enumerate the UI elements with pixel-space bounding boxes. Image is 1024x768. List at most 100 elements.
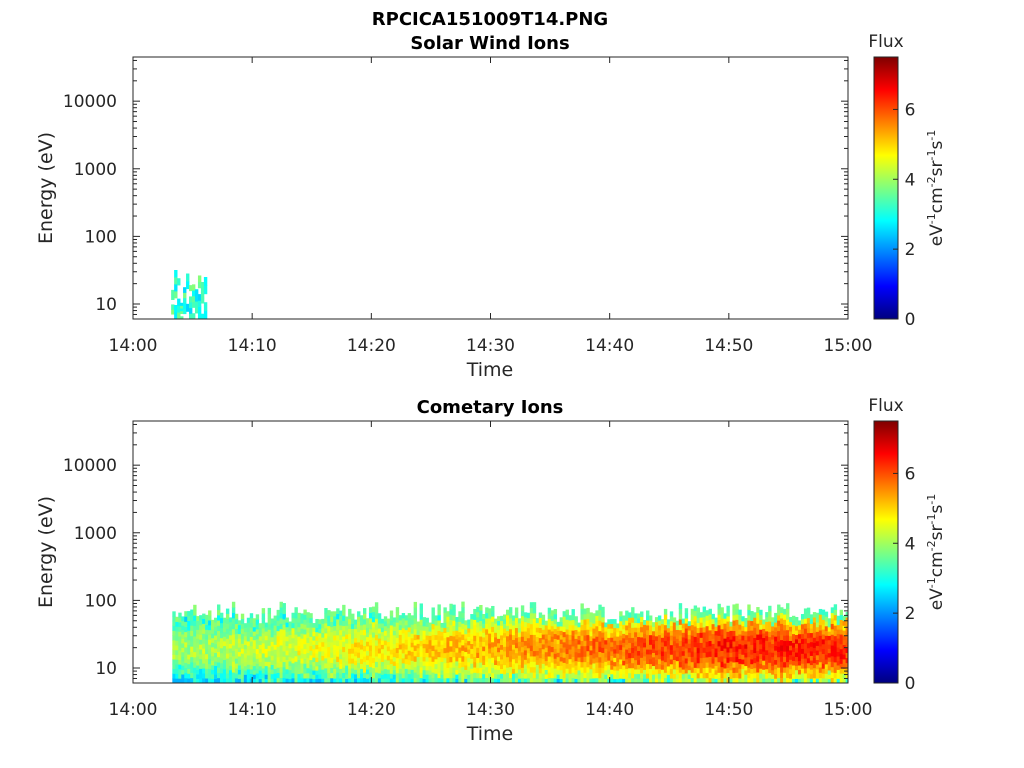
- spectrogram-cell: [756, 612, 760, 619]
- spectrogram-cell: [544, 634, 549, 639]
- spectrogram-cell: [467, 640, 471, 646]
- spectrogram-cell: [535, 627, 540, 633]
- spectrogram-cell: [550, 646, 555, 653]
- spectrogram-cell: [586, 650, 590, 657]
- spectrogram-cell: [717, 661, 721, 668]
- spectrogram-cell: [214, 652, 218, 658]
- spectrogram-cell: [616, 653, 620, 658]
- spectrogram-cell: [202, 648, 206, 654]
- spectrogram-cell: [240, 633, 245, 639]
- spectrogram-cell: [747, 672, 751, 679]
- spectrogram-cell: [646, 639, 650, 645]
- spectrogram-cell: [565, 668, 569, 674]
- spectrogram-cell: [777, 615, 781, 621]
- spectrogram-cell: [616, 640, 620, 646]
- spectrogram-cell: [681, 637, 686, 643]
- spectrogram-cell: [214, 674, 218, 680]
- spectrogram-cell: [175, 654, 179, 660]
- spectrogram-cell: [830, 607, 835, 614]
- spectrogram-cell: [833, 667, 838, 673]
- spectrogram-cell: [738, 653, 742, 659]
- spectrogram-cell: [768, 631, 772, 638]
- spectrogram-cell: [827, 670, 832, 675]
- spectrogram-cell: [845, 622, 849, 628]
- spectrogram-cell: [586, 672, 590, 679]
- spectrogram-cell: [434, 658, 438, 665]
- spectrogram-cell: [383, 625, 388, 632]
- spectrogram-cell: [488, 648, 492, 654]
- spectrogram-cell: [315, 678, 319, 684]
- spectrogram-cell: [827, 618, 832, 623]
- spectrogram-cell: [404, 653, 409, 660]
- spectrogram-cell: [357, 662, 361, 669]
- spectrogram-cell: [511, 620, 516, 626]
- spectrogram-cell: [809, 669, 814, 675]
- spectrogram-cell: [505, 672, 510, 679]
- spectrogram-cell: [410, 615, 415, 621]
- spectrogram-cell: [580, 635, 584, 641]
- spectrogram-cell: [774, 631, 778, 637]
- spectrogram-cell: [174, 311, 178, 320]
- spectrogram-cell: [425, 669, 429, 675]
- spectrogram-cell: [470, 663, 474, 669]
- spectrogram-cell: [726, 626, 730, 632]
- spectrogram-cell: [791, 665, 796, 670]
- spectrogram-cell: [765, 678, 769, 684]
- spectrogram-cell: [717, 677, 721, 684]
- spectrogram-cell: [425, 630, 429, 636]
- spectrogram-cell: [634, 631, 638, 637]
- spectrogram-cell: [464, 678, 468, 684]
- spectrogram-cell: [601, 632, 605, 638]
- spectrogram-cell: [208, 620, 212, 626]
- spectrogram-cell: [616, 627, 620, 633]
- spectrogram-cell: [455, 665, 459, 671]
- spectrogram-cell: [842, 649, 847, 655]
- spectrogram-cell: [217, 656, 221, 663]
- spectrogram-cell: [500, 663, 504, 670]
- spectrogram-cell: [497, 656, 501, 662]
- spectrogram-cell: [827, 665, 832, 671]
- spectrogram-cell: [791, 642, 796, 648]
- spectrogram-cell: [297, 664, 301, 670]
- spectrogram-cell: [383, 616, 388, 622]
- spectrogram-cell: [303, 624, 307, 630]
- spectrogram-cell: [577, 631, 581, 636]
- spectrogram-cell: [726, 636, 730, 643]
- spectrogram-cell: [535, 622, 540, 628]
- spectrogram-cell: [699, 622, 704, 628]
- spectrogram-cell: [222, 641, 227, 647]
- spectrogram-cell: [693, 636, 698, 643]
- spectrogram-cell: [377, 668, 382, 674]
- spectrogram-cell: [386, 623, 391, 629]
- spectrogram-cell: [234, 663, 239, 669]
- spectrogram-cell: [577, 665, 581, 671]
- spectrogram-cell: [306, 667, 310, 674]
- spectrogram-cell: [646, 663, 650, 669]
- spectrogram-cell: [809, 614, 814, 620]
- spectrogram-cell: [222, 636, 227, 642]
- spectrogram-cell: [225, 613, 230, 619]
- spectrogram-cell: [428, 631, 432, 636]
- spectrogram-cell: [249, 622, 254, 628]
- spectrogram-cell: [193, 677, 197, 684]
- spectrogram-cell: [672, 650, 677, 656]
- spectrogram-cell: [514, 622, 519, 629]
- spectrogram-cell: [273, 649, 277, 655]
- spectrogram-cell: [514, 662, 519, 669]
- spectrogram-cell: [654, 631, 659, 637]
- spectrogram-cell: [800, 618, 805, 625]
- spectrogram-cell: [434, 620, 438, 626]
- spectrogram-cell: [360, 678, 364, 684]
- spectrogram-cell: [407, 669, 412, 675]
- spectrogram-cell: [553, 653, 558, 659]
- spectrogram-cell: [395, 652, 400, 659]
- spectrogram-cell: [720, 618, 724, 624]
- spectrogram-cell: [830, 612, 835, 619]
- spectrogram-cell: [416, 634, 420, 640]
- spectrogram-cell: [547, 656, 552, 662]
- spectrogram-cell: [345, 669, 349, 675]
- spectrogram-cell: [434, 634, 438, 640]
- spectrogram-cell: [544, 651, 549, 657]
- spectrogram-cell: [669, 635, 674, 641]
- spectrogram-cell: [175, 668, 179, 674]
